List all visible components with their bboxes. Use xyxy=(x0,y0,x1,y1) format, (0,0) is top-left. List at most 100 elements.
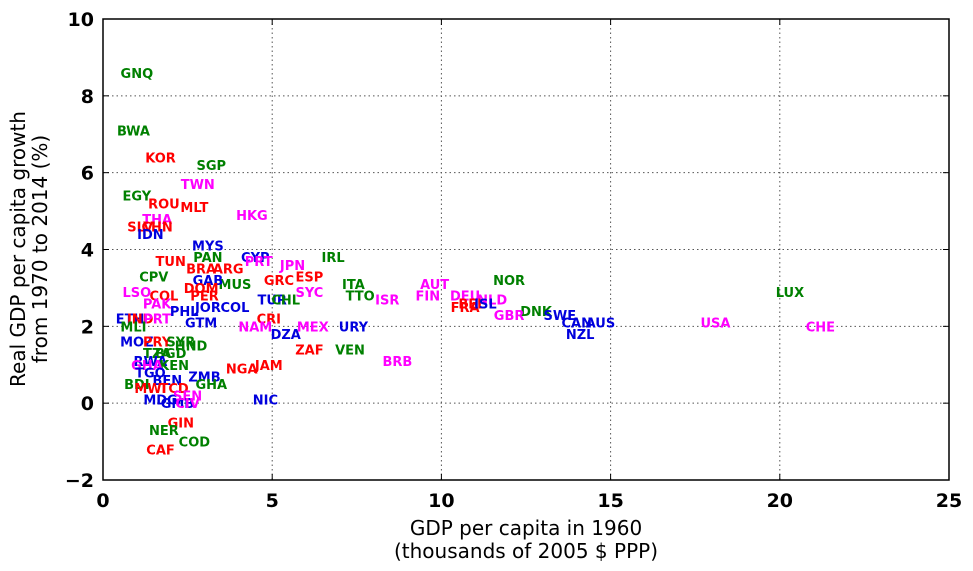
country-label-ury: URY xyxy=(339,320,369,335)
country-label-ind: IND xyxy=(127,313,154,328)
country-label-chn: CHN xyxy=(141,220,172,235)
country-label-nor: NOR xyxy=(493,274,525,289)
country-label-grc: GRC xyxy=(264,274,294,289)
country-label-col: COL xyxy=(149,290,178,305)
country-label-caf: CAF xyxy=(146,443,174,458)
x-tick-label: 10 xyxy=(428,490,454,512)
country-label-mwi: MWI xyxy=(134,382,166,397)
country-label-aus: AUS xyxy=(586,316,616,331)
country-label-tcd: TCD xyxy=(159,382,188,397)
country-label-syc: SYC xyxy=(295,286,323,301)
y-tick-label: 0 xyxy=(81,393,94,415)
axis-ticks xyxy=(102,18,950,481)
country-label-tun: TUN xyxy=(156,255,186,270)
country-label-slv: SLV xyxy=(127,220,153,235)
country-label-moz: MOZ xyxy=(120,336,153,351)
country-label-zaf: ZAF xyxy=(295,343,323,358)
y-tick-label: 10 xyxy=(68,9,94,31)
country-label-mlt: MLT xyxy=(180,201,208,216)
country-label-hkg: HKG xyxy=(236,209,268,224)
country-label-bdi: BDI xyxy=(124,378,150,393)
country-label-kor: KOR xyxy=(145,151,176,166)
country-label-ner: NER xyxy=(149,424,179,439)
country-label-bra: BRA xyxy=(186,263,216,278)
country-label-isl: ISL xyxy=(474,297,496,312)
country-label-ita: ITA xyxy=(342,278,365,293)
y-tick-label: 2 xyxy=(81,316,94,338)
country-label-per: PER xyxy=(190,290,218,305)
country-label-mex: MEX xyxy=(297,320,329,335)
grid-lines xyxy=(103,19,949,480)
x-axis-label-line-1: GDP per capita in 1960 xyxy=(410,516,642,540)
country-label-gnq: GNQ xyxy=(121,67,154,82)
country-label-gha: GHA xyxy=(131,359,163,374)
y-axis-label: Real GDP per capita growth from 1970 to … xyxy=(6,111,52,387)
country-label-tur: TUR xyxy=(257,293,286,308)
x-tick-label: 20 xyxy=(767,490,793,512)
country-label-fin: FIN xyxy=(416,290,441,305)
x-tick-label: 25 xyxy=(936,490,962,512)
country-label-cri: CRI xyxy=(257,313,281,328)
country-label-usa: USA xyxy=(701,316,731,331)
country-label-jor: JOR xyxy=(194,301,221,316)
country-label-ben: BEN xyxy=(152,374,182,389)
country-label-mdg: MDG xyxy=(143,393,177,408)
country-label-phl: PHL xyxy=(170,305,199,320)
country-label-idn: IDN xyxy=(137,228,164,243)
x-axis-label-line-2: (thousands of 2005 $ PPP) xyxy=(394,539,658,563)
country-label-tha: THA xyxy=(142,213,172,228)
country-label-mli: MLI xyxy=(120,320,146,335)
y-tick-label: 4 xyxy=(81,240,94,262)
y-axis-label-line-2: from 1970 to 2014 (%) xyxy=(28,135,52,363)
country-label-jpn: JPN xyxy=(279,259,305,274)
country-label-pry: PRY xyxy=(143,336,172,351)
country-label-brb: BRB xyxy=(382,355,412,370)
country-label-dom: DOM xyxy=(184,282,219,297)
y-axis-label-line-1: Real GDP per capita growth xyxy=(6,111,30,387)
x-tick-label: 15 xyxy=(597,490,623,512)
country-label-cpv: CPV xyxy=(139,270,168,285)
country-label-fra: FRA xyxy=(451,301,480,316)
country-label-cyp: CYP xyxy=(241,251,269,266)
country-label-esp: ESP xyxy=(296,270,324,285)
country-label-gin: GIN xyxy=(168,416,194,431)
country-label-ken: KEN xyxy=(159,359,189,374)
country-label-chl: CHL xyxy=(271,293,300,308)
country-label-gab: GAB xyxy=(193,274,224,289)
country-label-bgd: BGD xyxy=(155,347,187,362)
country-label-gha: GHA xyxy=(195,378,227,393)
country-label-sgp: SGP xyxy=(197,159,227,174)
country-label-bwa: BWA xyxy=(117,124,150,139)
country-label-prt: PRT xyxy=(143,313,171,328)
y-tick-label: −2 xyxy=(65,470,94,492)
country-label-nld: NLD xyxy=(477,293,507,308)
country-label-zmb: ZMB xyxy=(188,370,220,385)
country-label-gmb: GMB xyxy=(161,397,195,412)
country-label-rou: ROU xyxy=(148,197,180,212)
country-label-mus: MUS xyxy=(219,278,252,293)
country-label-hnd: HND xyxy=(175,340,208,355)
country-label-aut: AUT xyxy=(420,278,449,293)
country-label-prt: PRT xyxy=(245,255,273,270)
country-label-dnk: DNK xyxy=(520,305,553,320)
country-label-sen: SEN xyxy=(173,389,202,404)
country-label-civ: CIV xyxy=(175,397,199,412)
country-label-tza: TZA xyxy=(143,347,171,362)
x-tick-labels: 0 5 10 15 20 25 xyxy=(96,490,962,512)
x-tick-label: 5 xyxy=(266,490,279,512)
y-tick-labels: −2 0 2 4 6 8 10 xyxy=(65,9,94,492)
country-label-twn: TWN xyxy=(181,178,215,193)
country-label-rwa: RWA xyxy=(133,355,167,370)
country-label-arg: ARG xyxy=(213,263,244,278)
country-label-ven: VEN xyxy=(335,343,365,358)
country-label-nzl: NZL xyxy=(566,328,595,343)
country-label-eth: ETH xyxy=(116,313,145,328)
country-label-gtm: GTM xyxy=(185,316,217,331)
country-label-syr: SYR xyxy=(166,336,195,351)
country-label-che: CHE xyxy=(806,320,835,335)
country-label-mys: MYS xyxy=(192,240,224,255)
country-label-can: CAN xyxy=(562,316,592,331)
country-label-irl: IRL xyxy=(322,251,345,266)
